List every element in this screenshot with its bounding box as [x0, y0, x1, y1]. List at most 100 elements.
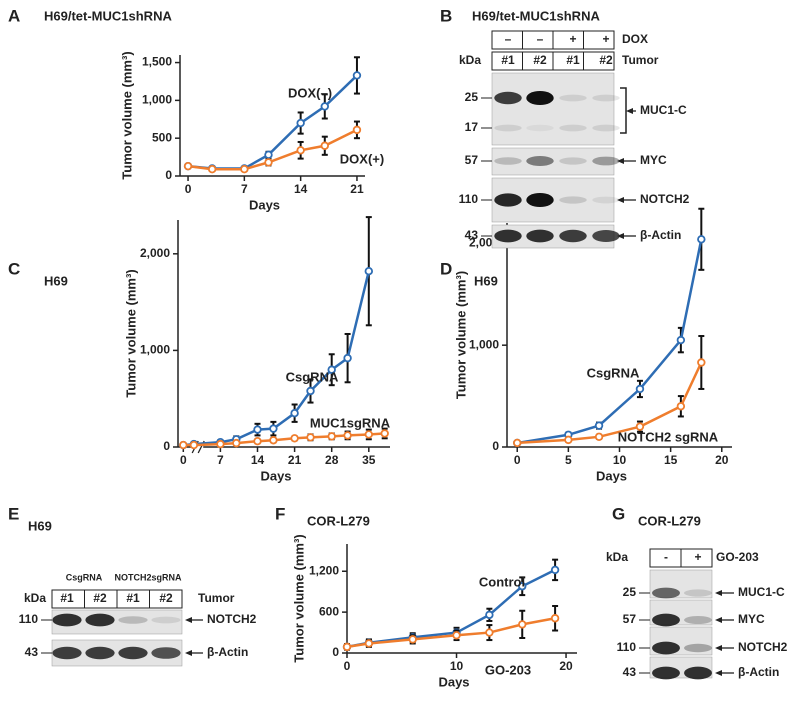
protein-label: β-Actin [207, 645, 248, 659]
data-point [594, 421, 604, 430]
chart-title: H69 [474, 273, 498, 288]
arrow-head [715, 670, 722, 676]
data-point [179, 440, 188, 450]
panel-letter: D [440, 259, 452, 278]
arrow-head [626, 108, 633, 114]
lane-label: + [694, 550, 701, 564]
lane-label: #2 [533, 53, 547, 67]
data-point [327, 432, 336, 441]
series-line [183, 432, 385, 447]
data-point [216, 439, 225, 449]
data-point [352, 125, 362, 135]
y-tick-label: 1,200 [309, 563, 339, 577]
data-point [485, 610, 494, 620]
series-label: CsgRNA [286, 369, 339, 384]
kda-label: 57 [465, 153, 479, 167]
band [526, 229, 554, 243]
x-tick-label: 35 [362, 453, 376, 467]
lane-label: – [505, 32, 512, 46]
blot-strip [491, 72, 615, 146]
band [592, 156, 620, 166]
x-tick-label: 0 [344, 659, 351, 673]
lane-label: – [537, 32, 544, 46]
data-point [697, 358, 706, 367]
band [494, 229, 522, 243]
kda-label: 17 [465, 120, 479, 134]
series-label: NOTCH2 sgRNA [618, 429, 719, 444]
protein-label: NOTCH2 [207, 612, 257, 626]
band [559, 124, 587, 132]
data-point [594, 432, 604, 442]
y-tick-label: 0 [165, 168, 172, 182]
band [684, 666, 712, 680]
data-point [306, 433, 315, 442]
blot-title: COR-L279 [638, 513, 701, 528]
kda-header: kDa [24, 591, 46, 605]
band [559, 94, 587, 102]
protein-label: NOTCH2 [640, 192, 690, 206]
axis-break [195, 441, 204, 453]
panel-letter: A [8, 6, 20, 25]
data-point [635, 422, 645, 431]
x-tick-label: 21 [288, 453, 302, 467]
data-point [513, 438, 522, 448]
arrow-head [185, 617, 192, 623]
lane-label: + [569, 32, 576, 46]
band [592, 94, 620, 102]
data-point [352, 71, 362, 80]
band [526, 91, 554, 105]
protein-label: NOTCH2 [738, 640, 788, 654]
series-label: MUC1sgRNA [310, 415, 391, 430]
band [652, 666, 680, 680]
x-tick-label: 28 [325, 453, 339, 467]
data-point [232, 438, 241, 448]
kda-label: 43 [25, 645, 39, 659]
kda-label: 110 [19, 612, 39, 626]
arrow-head [617, 158, 624, 164]
panel-letter: C [8, 259, 20, 278]
x-tick-label: 7 [217, 453, 224, 467]
x-tick-label: 0 [514, 453, 521, 467]
x-axis-title: Days [249, 197, 280, 212]
band [684, 589, 712, 597]
data-point [253, 425, 262, 434]
y-tick-label: 1,000 [469, 337, 499, 351]
lane-label: #1 [566, 53, 580, 67]
data-point [550, 614, 560, 623]
arrow-head [715, 645, 722, 651]
header-label: Tumor [622, 53, 659, 67]
protein-label: MUC1-C [640, 103, 687, 117]
band [559, 196, 587, 204]
x-tick-label: 10 [450, 659, 464, 673]
series-label: CsgRNA [587, 365, 640, 380]
data-point [264, 150, 273, 160]
arrow-head [617, 233, 624, 239]
panel-letter: E [8, 504, 19, 523]
band [652, 587, 680, 599]
data-point [320, 141, 329, 150]
header-label: DOX [622, 32, 648, 46]
protein-label: MYC [738, 612, 765, 626]
data-point [635, 384, 645, 394]
data-point [320, 102, 329, 111]
x-tick-label: 0 [185, 182, 192, 196]
lane-label: #2 [159, 591, 173, 605]
y-tick-label: 0 [163, 439, 170, 453]
blot-title: H69 [28, 518, 52, 533]
band [559, 157, 587, 165]
data-point [327, 365, 336, 374]
x-tick-label: 20 [559, 659, 573, 673]
data-point [550, 565, 560, 575]
x-axis-title: Days [438, 674, 469, 689]
header-label: Tumor [198, 591, 235, 605]
data-point [676, 402, 686, 411]
data-point [306, 386, 315, 396]
y-tick-label: 1,000 [140, 343, 170, 357]
band [494, 91, 522, 105]
x-axis-title: Days [596, 468, 627, 483]
data-point [296, 146, 305, 155]
data-point [269, 436, 278, 445]
data-point [290, 408, 299, 418]
band [526, 156, 554, 166]
